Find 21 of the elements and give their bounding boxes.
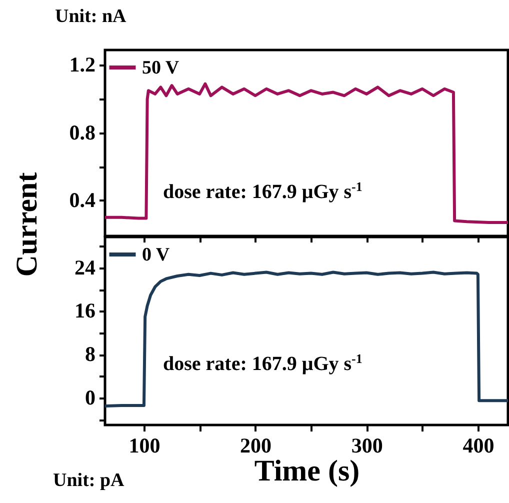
y-tick-label: 24 bbox=[74, 255, 96, 280]
legend-label: 0 V bbox=[142, 244, 170, 266]
y-axis-title: Current bbox=[10, 172, 44, 277]
y-tick-label: 0.8 bbox=[69, 120, 96, 144]
annotation: dose rate: 167.9 μGy s$^{-1}$ bbox=[163, 178, 362, 203]
x-tick-label: 400 bbox=[462, 434, 494, 458]
x-tick-label: 300 bbox=[351, 434, 383, 458]
legend-label: 50 V bbox=[142, 58, 180, 78]
x-tick-label: 100 bbox=[128, 434, 160, 458]
text: Unit: nA bbox=[55, 6, 127, 27]
x-axis-title: Time (s) bbox=[254, 454, 360, 488]
text: Unit: pA bbox=[53, 470, 125, 491]
y-tick-label: 0.4 bbox=[69, 188, 96, 212]
y-tick-label: 8 bbox=[85, 342, 96, 366]
x-tick-label: 200 bbox=[240, 434, 272, 458]
y-tick-label: 16 bbox=[74, 298, 96, 323]
annotation: dose rate: 167.9 μGy s$^{-1}$ bbox=[163, 350, 362, 375]
line-series bbox=[105, 270, 508, 408]
y-tick-label: 0 bbox=[85, 385, 96, 410]
line-series bbox=[105, 82, 508, 224]
y-tick-label: 1.2 bbox=[69, 52, 96, 77]
